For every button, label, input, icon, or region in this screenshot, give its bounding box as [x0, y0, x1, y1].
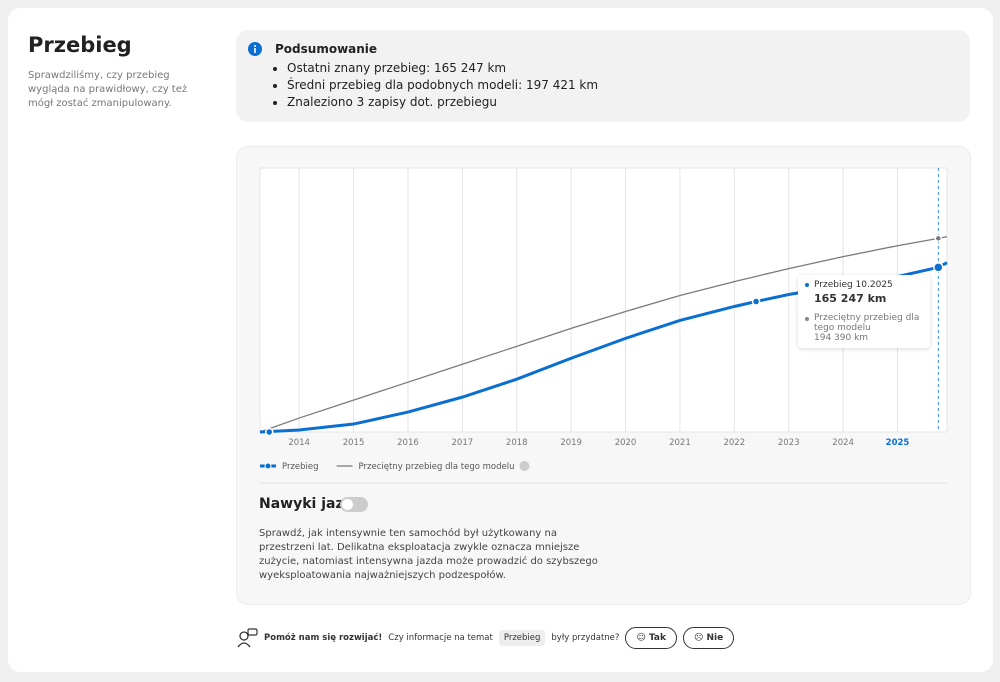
- yes-button[interactable]: ☺ Tak: [625, 627, 677, 649]
- summary-item: Ostatni znany przebieg: 165 247 km: [287, 60, 598, 77]
- x-tick-label: 2018: [506, 438, 528, 448]
- tooltip-average-value: 194 390 km: [814, 333, 869, 343]
- x-tick-label: 2021: [669, 438, 691, 448]
- feedback-bar: Pomóż nam się rozwijać! Czy informacje n…: [236, 626, 735, 650]
- hover-point: [934, 234, 943, 243]
- tooltip-value: 165 247 km: [814, 292, 887, 305]
- section-title: Przebieg: [28, 33, 132, 57]
- record-point: [751, 297, 761, 306]
- no-label: Nie: [706, 633, 724, 643]
- feedback-question-end: były przydatne?: [551, 633, 620, 643]
- legend-item: Przeciętny przebieg dla tego modelu: [336, 462, 515, 472]
- yes-label: Tak: [648, 633, 666, 643]
- summary-item: Znaleziono 3 zapisy dot. przebiegu: [287, 94, 598, 111]
- feedback-question: Czy informacje na temat: [388, 633, 493, 643]
- x-tick-label: 2017: [452, 438, 474, 448]
- series-line: [259, 236, 948, 433]
- tooltip-average-label: Przeciętny przebieg dla tego modelu: [814, 313, 920, 333]
- feedback-icon: [237, 628, 258, 648]
- hover-point: [933, 262, 944, 273]
- summary-list: Ostatni znany przebieg: 165 247 kmŚredni…: [275, 60, 598, 111]
- tooltip: Przebieg 10.2025 165 247 km Przeciętny p…: [798, 275, 930, 348]
- summary-box: Podsumowanie Ostatni znany przebieg: 165…: [236, 30, 970, 122]
- legend-item: Przebieg: [260, 462, 319, 472]
- x-tick-label: 2022: [723, 438, 745, 448]
- feedback-topic: Przebieg: [498, 630, 546, 646]
- info-icon: [248, 42, 262, 56]
- tooltip-title: Przebieg 10.2025: [814, 280, 893, 290]
- x-tick-label: 2014: [288, 438, 310, 448]
- legend-dot: [264, 462, 272, 470]
- x-tick-label: 2015: [343, 438, 365, 448]
- no-button[interactable]: ☹ Nie: [683, 627, 735, 649]
- feedback-prompt: Pomóż nam się rozwijać!: [264, 633, 383, 643]
- x-tick-label: 2019: [560, 438, 582, 448]
- habits-text: Sprawdź, jak intensywnie ten samochód by…: [259, 528, 598, 581]
- habits-title: Nawyki jazdy: [259, 496, 363, 512]
- x-tick-label: 2016: [397, 438, 419, 448]
- legend-label: Przebieg: [282, 462, 319, 472]
- legend-label: Przeciętny przebieg dla tego modelu: [359, 462, 515, 472]
- section-description: Sprawdziliśmy, czy przebieg wygląda na p…: [28, 70, 188, 109]
- habits-toggle[interactable]: [340, 497, 368, 512]
- x-tick-label: 2024: [832, 438, 854, 448]
- summary-title: Podsumowanie: [275, 42, 378, 56]
- help-icon: [519, 461, 530, 471]
- x-tick-label: 2025: [886, 438, 910, 448]
- summary-item: Średni przebieg dla podobnych modeli: 19…: [287, 77, 598, 94]
- x-tick-label: 2020: [615, 438, 637, 448]
- record-point: [264, 427, 274, 437]
- x-tick-label: 2023: [778, 438, 800, 448]
